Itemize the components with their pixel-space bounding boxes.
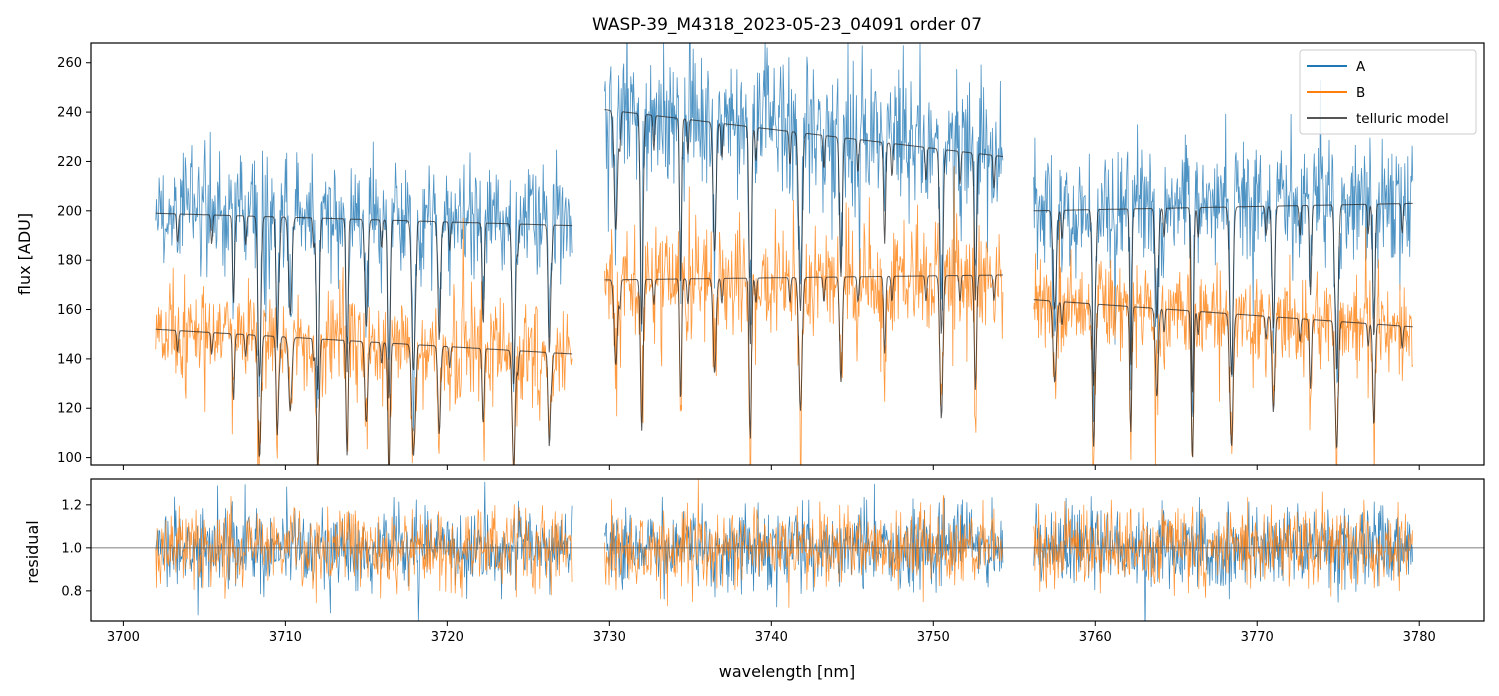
top-ytick-label-120: 120 [57, 402, 82, 417]
bottom-xtick-label-3710: 3710 [269, 630, 302, 645]
residual-B-segment-2 [604, 479, 1004, 608]
bottom-panel: residual 3700 3710 3720 3730 3740 3750 3760 377… [23, 478, 1485, 681]
residual-B-segment-1 [155, 496, 573, 604]
legend-label-B: B [1356, 85, 1365, 101]
top-ytick-label-240: 240 [57, 106, 82, 121]
top-panel: flux [ADU] 100 120 140 160 180 200 220 240 260 A… [15, 42, 1485, 470]
bottom-ylabel: residual [23, 520, 42, 583]
bottom-ytick-label-1.2: 1.2 [61, 498, 82, 513]
top-ytick-label-140: 140 [57, 352, 82, 367]
top-frame [90, 42, 1485, 466]
series-B-segment-1 [155, 217, 573, 465]
top-plot-area [155, 43, 1414, 465]
chart-title: WASP-39_M4318_2023-05-23_04091 order 07 [592, 15, 982, 35]
series-A-segment-2 [604, 43, 1004, 332]
top-ytick-label-100: 100 [57, 451, 82, 466]
legend-label-telluric: telluric model [1356, 111, 1449, 127]
telluric-model-B-segment-2 [604, 274, 1003, 439]
bottom-xlabel: wavelength [nm] [719, 662, 856, 681]
bottom-xtick-label-3750: 3750 [917, 630, 950, 645]
bottom-xtick-label-3730: 3730 [593, 630, 626, 645]
telluric-model-A-segment-2 [604, 109, 1003, 345]
top-ytick-label-160: 160 [57, 303, 82, 318]
bottom-frame [90, 478, 1485, 622]
top-ytick-label-200: 200 [57, 204, 82, 219]
bottom-xtick-label-3770: 3770 [1241, 630, 1274, 645]
series-B-segment-3 [1033, 220, 1414, 465]
series-A-segment-1 [155, 131, 573, 432]
bottom-xtick-label-3700: 3700 [107, 630, 140, 645]
residual-B-segment-3 [1033, 491, 1414, 598]
telluric-model-A-segment-1 [155, 212, 573, 399]
top-ylabel: flux [ADU] [15, 213, 34, 295]
residual-A-segment-1 [155, 481, 573, 621]
bottom-xtick-label-3740: 3740 [755, 630, 788, 645]
telluric-model-B-segment-1 [155, 328, 573, 465]
top-ytick-label-180: 180 [57, 254, 82, 269]
bottom-xtick-label-3780: 3780 [1403, 630, 1436, 645]
legend-box [1299, 49, 1477, 135]
legend: A B telluric model [1299, 49, 1477, 135]
telluric-model-B-segment-3 [1033, 299, 1413, 458]
bottom-xtick-label-3760: 3760 [1079, 630, 1112, 645]
legend-label-A: A [1356, 59, 1366, 75]
top-ytick-label-260: 260 [57, 56, 82, 71]
telluric-model-A-segment-3 [1033, 202, 1413, 393]
bottom-ytick-label-0.8: 0.8 [61, 584, 82, 599]
bottom-axes: 3700 3710 3720 3730 3740 3750 3760 3770 3780 0.8 1… [61, 478, 1485, 645]
bottom-plot-area [91, 479, 1484, 621]
top-axes: 100 120 140 160 180 200 220 240 260 [57, 42, 1485, 470]
bottom-ytick-label-1: 1.0 [61, 541, 82, 556]
series-B-segment-2 [604, 166, 1004, 465]
top-ytick-label-220: 220 [57, 155, 82, 170]
bottom-xtick-label-3720: 3720 [431, 630, 464, 645]
